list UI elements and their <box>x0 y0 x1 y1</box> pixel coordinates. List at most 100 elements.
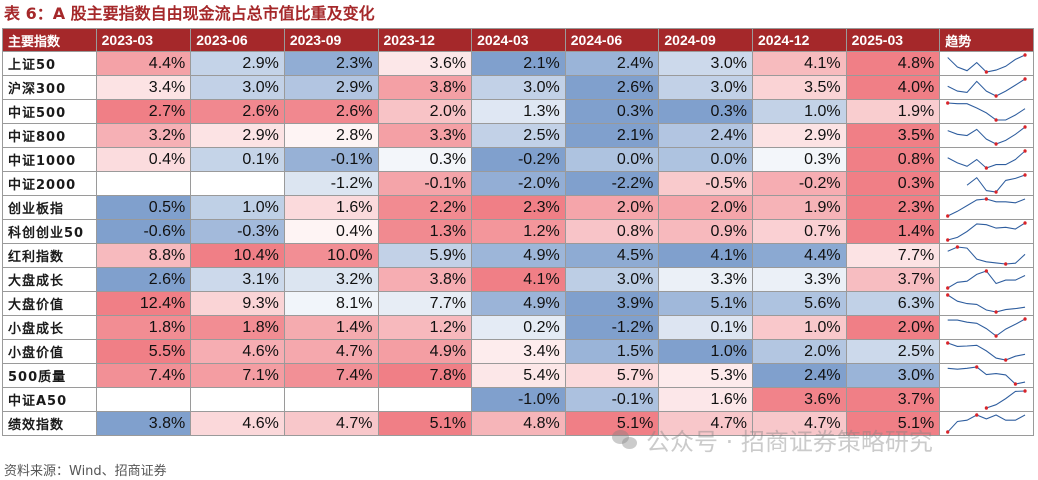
trend-sparkline <box>967 173 1027 194</box>
sparkline-min-point <box>946 214 950 218</box>
value-cell: 3.2% <box>95 123 192 148</box>
value-cell: 3.5% <box>752 75 847 100</box>
value-cell: 2.6% <box>564 75 660 100</box>
value-cell: 5.5% <box>95 339 192 364</box>
sparkline-min-point <box>1004 358 1008 362</box>
sparkline-path <box>947 342 1026 361</box>
table-row: 中证1000 0.4% 0.1% -0.1% 0.3% -0.2% 0.0% 0.0% 0.3%… <box>2 147 1034 172</box>
sparkline-max-point <box>946 293 950 297</box>
trend-sparkline <box>947 77 1027 98</box>
value-cell: 4.1% <box>658 243 754 268</box>
value-cell: 2.6% <box>190 99 285 124</box>
sparkline-path <box>947 366 1026 385</box>
value-cell: 2.4% <box>752 363 847 388</box>
value-cell: 2.3% <box>845 195 941 220</box>
col-header-trend: 趋势 <box>939 28 1034 52</box>
sparkline-max-point <box>985 197 989 201</box>
table-row: 红利指数 8.8% 10.4% 10.0% 5.9% 4.9% 4.5% 4.1% 4.4% 7.… <box>2 243 1034 268</box>
sparkline-max-point <box>1023 77 1027 81</box>
value-cell: 3.6% <box>377 51 473 76</box>
value-cell: 5.7% <box>564 363 660 388</box>
value-cell: 7.7% <box>845 243 941 268</box>
sparkline-path <box>947 78 1026 97</box>
sparkline-min-point <box>994 334 998 338</box>
sparkline-max-point <box>1023 221 1027 225</box>
value-cell: 1.9% <box>845 99 941 124</box>
col-header-period: 2023-09 <box>283 28 379 52</box>
value-cell: 4.6% <box>190 339 285 364</box>
row-index-name: 科创创业50 <box>2 219 97 244</box>
value-cell: 5.6% <box>752 291 847 316</box>
value-cell: 3.8% <box>377 75 473 100</box>
trend-sparkline <box>947 53 1027 74</box>
value-cell: 0.9% <box>658 219 754 244</box>
sparkline-min-point <box>946 286 950 290</box>
value-cell <box>95 171 192 196</box>
value-cell: 0.7% <box>752 219 847 244</box>
value-cell: 5.9% <box>377 243 473 268</box>
trend-sparkline-cell <box>939 171 1034 196</box>
value-cell: 4.9% <box>377 339 473 364</box>
value-cell: 5.1% <box>845 411 941 436</box>
value-cell: 3.4% <box>471 339 566 364</box>
value-cell: 3.0% <box>471 75 566 100</box>
value-cell: 0.3% <box>845 171 941 196</box>
sparkline-path <box>947 246 1026 265</box>
table-row: 上证50 4.4% 2.9% 2.3% 3.6% 2.1% 2.4% 3.0% 4.1% 4.8% <box>2 51 1034 76</box>
sparkline-path <box>947 102 1026 121</box>
sparkline-max-point <box>1023 149 1027 153</box>
value-cell: 4.6% <box>190 411 285 436</box>
value-cell: 0.0% <box>564 147 660 172</box>
value-cell: 2.6% <box>95 267 192 292</box>
value-cell: 1.0% <box>190 195 285 220</box>
sparkline-min-point <box>985 406 989 410</box>
sparkline-path <box>986 390 1026 409</box>
value-cell: 7.4% <box>283 363 379 388</box>
value-cell: 2.7% <box>95 99 192 124</box>
value-cell: 2.3% <box>471 195 566 220</box>
value-cell: 2.5% <box>471 123 566 148</box>
value-cell: 0.5% <box>95 195 192 220</box>
value-cell: 2.8% <box>283 123 379 148</box>
value-cell: 2.4% <box>564 51 660 76</box>
sparkline-path <box>947 414 1026 433</box>
value-cell: 5.1% <box>377 411 473 436</box>
value-cell: 3.0% <box>190 75 285 100</box>
sparkline-max-point <box>1023 53 1027 57</box>
value-cell: 4.4% <box>752 243 847 268</box>
sparkline-min-point <box>994 190 998 194</box>
col-header-period: 2023-06 <box>190 28 285 52</box>
col-header-index: 主要指数 <box>2 28 97 52</box>
row-index-name: 绩效指数 <box>2 411 97 436</box>
value-cell <box>95 387 192 412</box>
trend-sparkline <box>947 149 1027 170</box>
sparkline-max-point <box>1023 125 1027 129</box>
value-cell <box>190 171 285 196</box>
table-row: 中证800 3.2% 2.9% 2.8% 3.3% 2.5% 2.1% 2.4% 2.9% 3.5… <box>2 123 1034 148</box>
value-cell: 0.3% <box>564 99 660 124</box>
value-cell: 4.7% <box>283 339 379 364</box>
value-cell: 4.7% <box>658 411 754 436</box>
value-cell: 6.3% <box>845 291 941 316</box>
trend-sparkline <box>946 197 1026 218</box>
value-cell: -1.2% <box>283 171 379 196</box>
table-row: 创业板指 0.5% 1.0% 1.6% 2.2% 2.3% 2.0% 2.0% 1.9% 2.3% <box>2 195 1034 220</box>
value-cell: -0.1% <box>564 387 660 412</box>
value-cell: 3.0% <box>845 363 941 388</box>
value-cell: 1.6% <box>658 387 754 412</box>
value-cell: -0.3% <box>190 219 285 244</box>
trend-sparkline-cell <box>939 291 1034 316</box>
sparkline-path <box>947 318 1026 337</box>
value-cell: 1.6% <box>283 195 379 220</box>
row-index-name: 小盘价值 <box>2 339 97 364</box>
trend-sparkline <box>946 269 1026 290</box>
trend-sparkline-cell <box>939 339 1034 364</box>
table-row: 科创创业50 -0.6% -0.3% 0.4% 1.3% 1.2% 0.8% 0.9% 0.7%… <box>2 219 1034 244</box>
value-cell: 5.4% <box>471 363 566 388</box>
trend-sparkline <box>946 341 1026 362</box>
value-cell: 2.3% <box>283 51 379 76</box>
value-cell: 0.0% <box>658 147 754 172</box>
value-cell: 2.9% <box>752 123 847 148</box>
sparkline-min-point <box>994 142 998 146</box>
value-cell: 1.8% <box>190 315 285 340</box>
